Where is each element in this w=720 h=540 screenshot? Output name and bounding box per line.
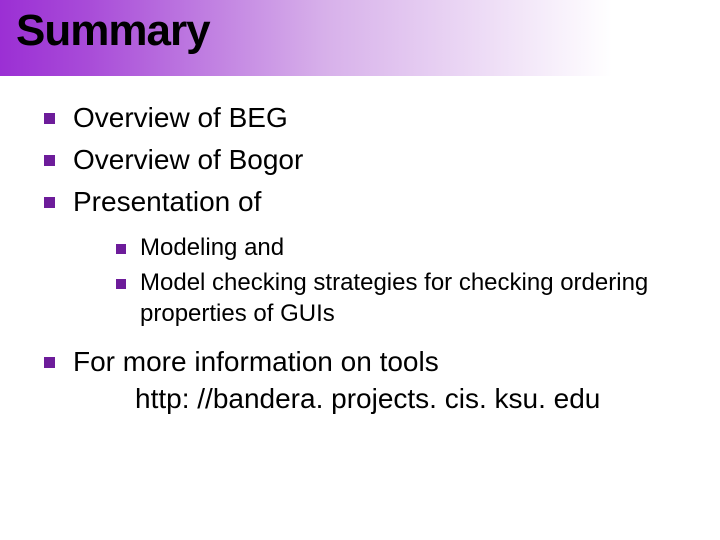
list-item: Model checking strategies for checking o…	[116, 268, 690, 329]
list-item: Modeling and	[116, 233, 690, 264]
list-item-text: Overview of Bogor	[73, 142, 690, 178]
bullet-icon	[116, 244, 126, 254]
list-item-text: Modeling and	[140, 233, 690, 264]
bullet-icon	[116, 279, 126, 289]
bullet-icon	[44, 155, 55, 166]
list-item: For more information on tools http: //ba…	[44, 344, 690, 418]
list-item: Presentation of	[44, 184, 690, 220]
list-item-line2: http: //bandera. projects. cis. ksu. edu	[135, 381, 690, 417]
slide: Summary Overview of BEG Overview of Bogo…	[0, 0, 720, 540]
list-item-line1: For more information on tools	[73, 346, 439, 377]
list-item: Overview of Bogor	[44, 142, 690, 178]
bullet-icon	[44, 197, 55, 208]
bullet-icon	[44, 113, 55, 124]
list-item-text: For more information on tools http: //ba…	[73, 344, 690, 418]
list-item-text: Overview of BEG	[73, 100, 690, 136]
list-item-text: Model checking strategies for checking o…	[140, 268, 690, 329]
sub-list: Modeling and Model checking strategies f…	[116, 233, 690, 329]
bullet-icon	[44, 357, 55, 368]
list-item: Overview of BEG	[44, 100, 690, 136]
list-item-text: Presentation of	[73, 184, 690, 220]
slide-title: Summary	[16, 6, 210, 56]
slide-body: Overview of BEG Overview of Bogor Presen…	[44, 100, 690, 423]
